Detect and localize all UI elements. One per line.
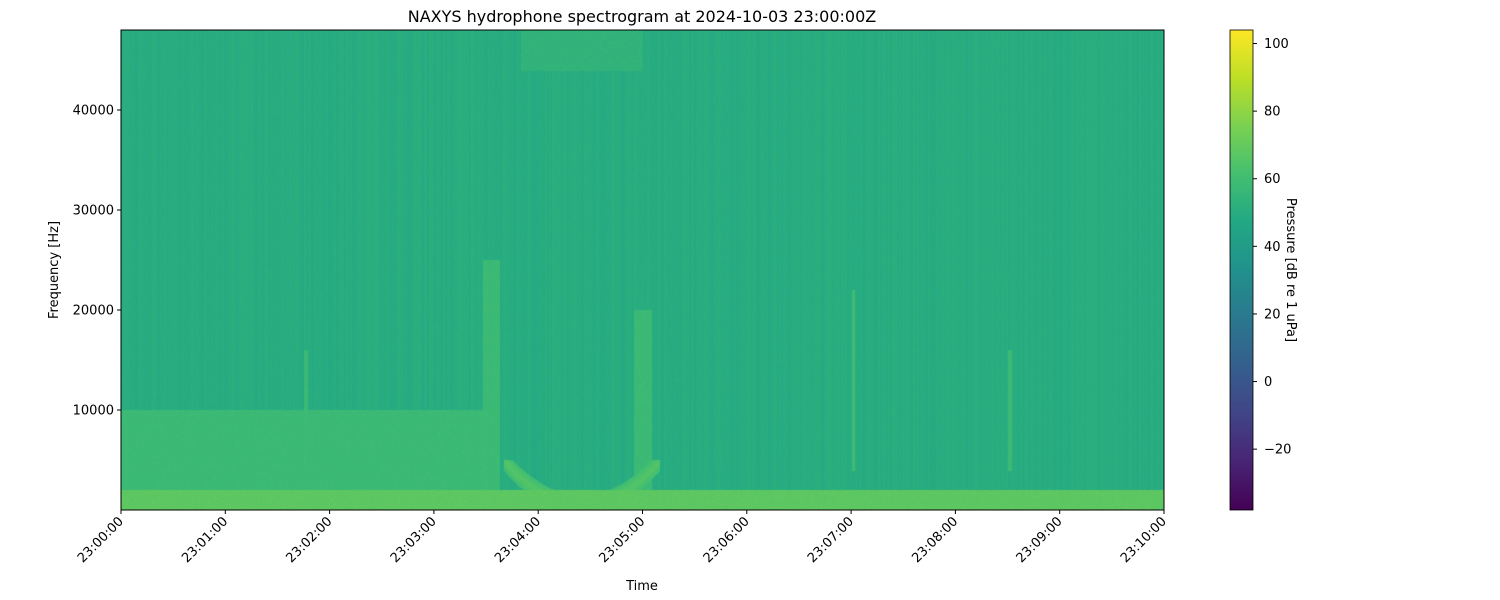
y-tick-label: 30000 bbox=[73, 204, 114, 219]
x-axis-label: Time bbox=[625, 579, 658, 594]
colorbar-ticks: −20 0 20 40 60 80 100 bbox=[1253, 37, 1291, 458]
x-tick-label: 23:06:00 bbox=[701, 514, 753, 566]
x-tick-label: 23:09:00 bbox=[1014, 514, 1066, 566]
colorbar-tick-label: 20 bbox=[1264, 307, 1281, 322]
y-axis: 10000 20000 30000 40000 bbox=[73, 104, 121, 419]
colorbar-label: Pressure [dB re 1 uPa] bbox=[1283, 198, 1298, 342]
y-tick-label: 40000 bbox=[73, 104, 114, 119]
spectrogram-image bbox=[121, 30, 1164, 510]
plot-area bbox=[120, 29, 1165, 511]
x-axis: 23:00:00 23:01:00 23:02:00 23:03:00 23:04:00… bbox=[75, 510, 1170, 566]
colorbar-tick-label: 100 bbox=[1264, 37, 1289, 52]
y-axis-label: Frequency [Hz] bbox=[47, 221, 62, 319]
chart-title: NAXYS hydrophone spectrogram at 2024-10-… bbox=[408, 7, 877, 26]
x-tick-label: 23:10:00 bbox=[1118, 514, 1170, 566]
colorbar-tick-label: 0 bbox=[1264, 375, 1272, 390]
x-tick-label: 23:03:00 bbox=[388, 514, 440, 566]
x-tick-label: 23:02:00 bbox=[284, 514, 336, 566]
colorbar-tick-label: −20 bbox=[1264, 443, 1291, 458]
colorbar: −20 0 20 40 60 80 100 Pressure [dB re 1 uPa] bbox=[1229, 29, 1298, 511]
spectrogram-image-holder bbox=[121, 30, 1164, 510]
colorbar-tick-label: 60 bbox=[1264, 172, 1281, 187]
colorbar-tick-label: 40 bbox=[1264, 240, 1281, 255]
x-tick-label: 23:08:00 bbox=[909, 514, 961, 566]
x-tick-label: 23:00:00 bbox=[75, 514, 127, 566]
x-tick-label: 23:05:00 bbox=[596, 514, 648, 566]
x-tick-label: 23:01:00 bbox=[179, 514, 231, 566]
x-tick-label: 23:07:00 bbox=[805, 514, 857, 566]
y-tick-label: 10000 bbox=[73, 404, 114, 419]
x-tick-label: 23:04:00 bbox=[492, 514, 544, 566]
colorbar-tick-label: 80 bbox=[1264, 105, 1281, 120]
y-tick-label: 20000 bbox=[73, 304, 114, 319]
colorbar-gradient bbox=[1229, 29, 1254, 511]
